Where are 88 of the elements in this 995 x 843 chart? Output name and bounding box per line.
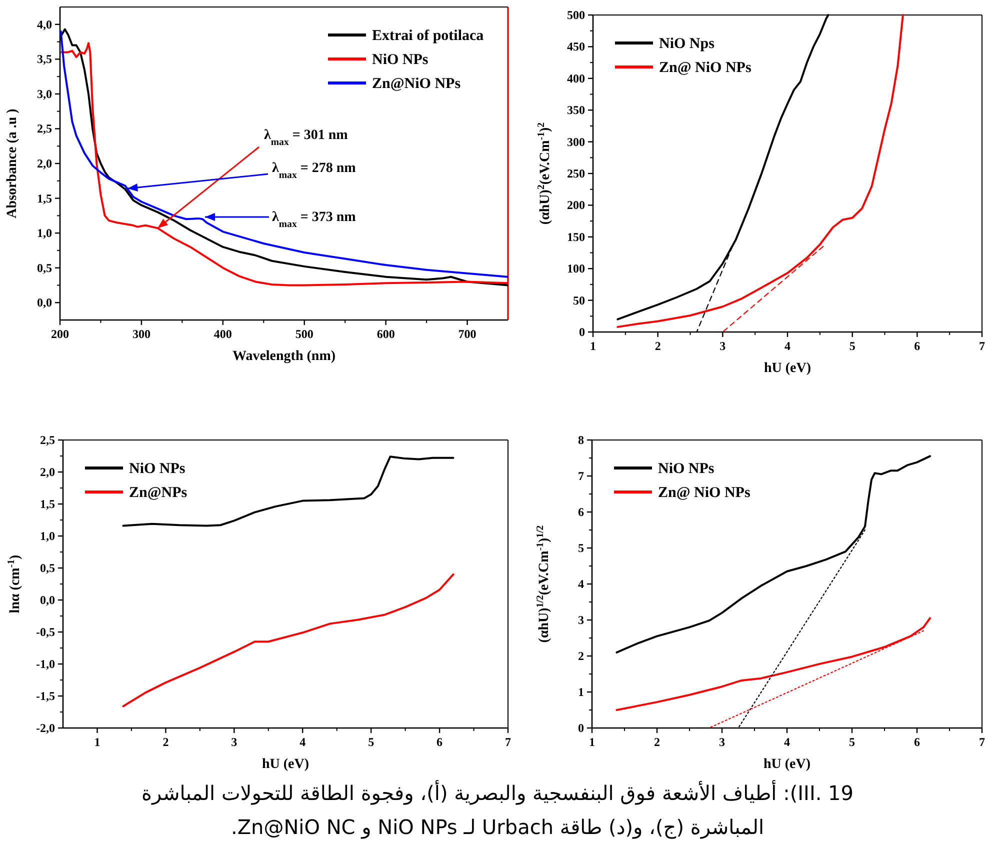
x-tick-label: 7 bbox=[979, 339, 985, 353]
legend-label: NiO Nps bbox=[659, 36, 715, 52]
y-tick-label: 50 bbox=[573, 293, 585, 308]
y-tick-label: 2,5 bbox=[37, 122, 52, 136]
legend-label: Zn@NPs bbox=[129, 485, 188, 501]
y-tick-label: -1,0 bbox=[36, 657, 55, 671]
y-tick-label: 0,5 bbox=[40, 561, 55, 575]
y-axis-title: Absorbance (a .u ) bbox=[5, 108, 20, 218]
x-tick-label: 600 bbox=[376, 327, 395, 341]
y-tick-label: 150 bbox=[567, 230, 585, 244]
x-tick-label: 6 bbox=[436, 735, 443, 749]
annotation: λ$_{max}$ = 373 nm bbox=[272, 210, 356, 230]
y-tick-label: 400 bbox=[567, 71, 585, 86]
y-tick-label: 350 bbox=[567, 103, 585, 118]
y-tick-label: 1 bbox=[578, 685, 584, 699]
legend-label: NiO NPs bbox=[372, 52, 428, 68]
y-tick-label: 500 bbox=[567, 8, 585, 22]
y-tick-label: 0,0 bbox=[40, 593, 55, 607]
y-tick-label: 1,0 bbox=[37, 226, 52, 240]
x-tick-label: 3 bbox=[231, 735, 238, 749]
annotation: λ$_{max}$ = 301 nm bbox=[264, 128, 348, 148]
y-tick-label: 7 bbox=[578, 469, 584, 483]
x-tick-label: 2 bbox=[654, 735, 660, 749]
y-tick-label: 4,0 bbox=[37, 17, 52, 32]
x-tick-label: 1 bbox=[590, 339, 596, 353]
x-tick-label: 300 bbox=[132, 327, 150, 341]
x-tick-label: 200 bbox=[51, 327, 69, 341]
y-tick-label: 5 bbox=[578, 541, 584, 555]
x-tick-label: 4 bbox=[300, 735, 306, 749]
y-tick-label: 100 bbox=[567, 262, 585, 276]
legend-label: Extrai of potilaca bbox=[372, 28, 484, 44]
x-tick-label: 2 bbox=[654, 339, 661, 353]
y-tick-label: 0,5 bbox=[37, 260, 52, 275]
line-series bbox=[616, 14, 904, 328]
line-series bbox=[122, 456, 454, 527]
y-tick-label: 250 bbox=[567, 166, 585, 180]
x-tick-label: 5 bbox=[849, 735, 855, 749]
line-series bbox=[122, 573, 454, 708]
x-tick-label: 700 bbox=[458, 327, 476, 341]
text: III. 19): أطياف الأشعة فوق البنفسجية والبصرية (أ)، وفجوة الطاقة للتحولات المباشرة bbox=[141, 780, 854, 805]
legend-label: Zn@ NiO NPs bbox=[658, 485, 750, 501]
x-axis-title: hU (eV) bbox=[262, 757, 310, 772]
y-tick-label: 2,0 bbox=[37, 156, 52, 170]
x-tick-label: 500 bbox=[295, 327, 314, 341]
y-tick-label: -1,5 bbox=[36, 689, 55, 703]
x-tick-label: 2 bbox=[162, 735, 169, 749]
legend-label: NiO NPs bbox=[129, 461, 186, 477]
text: المباشرة (ج)، و(د) طاقة Urbach لـ NiO NPs و Zn@NiO NC. bbox=[230, 815, 764, 839]
x-tick-label: 1 bbox=[589, 735, 595, 749]
x-tick-label: 6 bbox=[914, 735, 920, 749]
x-axis-title: hU (eV) bbox=[763, 757, 811, 772]
x-tick-label: 3 bbox=[720, 339, 726, 353]
y-tick-label: -2,0 bbox=[36, 721, 55, 735]
annotation: λ$_{max}$ = 278 nm bbox=[272, 161, 356, 180]
x-tick-label: 6 bbox=[914, 339, 920, 353]
y-tick-label: 4 bbox=[578, 577, 584, 591]
x-tick-label: 1 bbox=[94, 735, 100, 749]
y-tick-label: 450 bbox=[567, 40, 585, 54]
x-axis-title: Wavelength (nm) bbox=[232, 349, 336, 364]
x-tick-label: 5 bbox=[368, 735, 374, 749]
y-tick-label: 6 bbox=[578, 505, 584, 519]
y-tick-label: 3 bbox=[578, 613, 584, 627]
x-tick-label: 3 bbox=[719, 735, 725, 749]
x-tick-label: 400 bbox=[214, 327, 232, 341]
legend-label: Zn@NiO NPs bbox=[372, 76, 461, 92]
y-tick-label: 1,0 bbox=[40, 529, 55, 543]
y-tick-label: 3,0 bbox=[37, 86, 52, 101]
x-tick-label: 4 bbox=[784, 339, 790, 353]
legend-label: NiO NPs bbox=[658, 461, 714, 477]
x-tick-label: 7 bbox=[979, 735, 985, 749]
y-tick-label: 8 bbox=[578, 433, 584, 447]
legend-label: Zn@ NiO NPs bbox=[659, 60, 752, 76]
y-tick-label: 0 bbox=[578, 721, 584, 735]
x-tick-label: 4 bbox=[784, 735, 790, 749]
y-tick-label: 2,5 bbox=[40, 433, 55, 447]
y-tick-label: 3,5 bbox=[37, 52, 52, 66]
y-tick-label: 2 bbox=[578, 649, 584, 663]
x-tick-label: 7 bbox=[505, 735, 511, 749]
y-tick-label: -0,5 bbox=[36, 625, 55, 639]
x-axis-title: hU (eV) bbox=[764, 361, 812, 376]
y-tick-label: 200 bbox=[567, 198, 585, 212]
y-tick-label: 300 bbox=[567, 134, 585, 149]
y-tick-label: 0 bbox=[579, 325, 585, 339]
x-tick-label: 5 bbox=[849, 339, 856, 353]
y-tick-label: 2,0 bbox=[40, 465, 55, 479]
y-tick-label: 1,5 bbox=[37, 191, 52, 206]
y-tick-label: 1,5 bbox=[40, 497, 55, 511]
y-tick-label: 0,0 bbox=[37, 296, 52, 310]
